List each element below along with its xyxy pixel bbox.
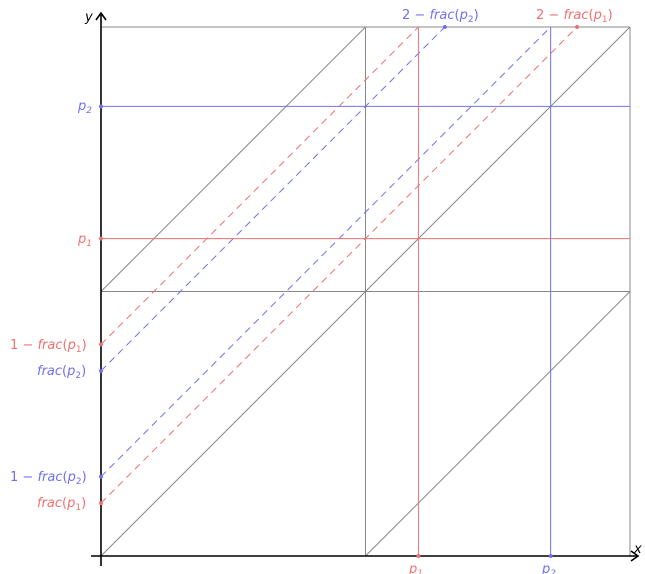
dot-top-blue [442, 25, 447, 29]
y-axis-arrowhead [95, 11, 107, 21]
dashed-blue-lower [100, 26, 552, 478]
dot-left-red-upper [99, 342, 103, 347]
x-tick-p2: p2 [541, 562, 556, 574]
dot-top-red [575, 25, 580, 29]
left-label-one-minus-frac-p2: 1 − frac(p2) [10, 470, 87, 487]
axes [91, 11, 640, 566]
dot-x-p2 [548, 554, 553, 558]
dot-left-blue-lower [99, 474, 103, 479]
diagonal-upper [100, 26, 366, 292]
dashed-red-lower [100, 26, 578, 504]
top-label-two-minus-frac-p2: 2 − frac(p2) [402, 8, 479, 25]
dot-y-p2 [99, 104, 103, 109]
level-lines [101, 27, 630, 556]
diagonal-main [100, 26, 631, 557]
top-label-two-minus-frac-p1: 2 − frac(p1) [536, 8, 613, 25]
x-tick-p1: p1 [408, 562, 423, 574]
x-axis-arrowhead [630, 550, 640, 562]
y-axis-label: y [84, 10, 93, 25]
left-label-frac-p1: frac(p1) [37, 496, 86, 513]
x-axis-label: x [633, 542, 642, 557]
left-label-one-minus-frac-p1: 1 − frac(p1) [10, 338, 87, 355]
diagonal-lines [100, 26, 631, 557]
dot-left-red-lower [99, 501, 103, 506]
y-tick-p1: p1 [77, 232, 92, 249]
labels: x y p1 p2 p2 p1 2 − frac(p2) 2 − frac(p1… [10, 8, 642, 574]
dashed-blue-upper [100, 26, 446, 372]
marker-dots [99, 25, 580, 558]
diagonal-lower [365, 291, 631, 557]
dot-left-blue-upper [99, 368, 103, 373]
dot-y-p1 [99, 236, 103, 241]
dot-x-p1 [416, 554, 421, 558]
y-tick-p2: p2 [77, 99, 92, 116]
left-label-frac-p2: frac(p2) [37, 364, 86, 381]
dashed-diagonals [100, 26, 578, 504]
dashed-red-upper [100, 26, 419, 345]
